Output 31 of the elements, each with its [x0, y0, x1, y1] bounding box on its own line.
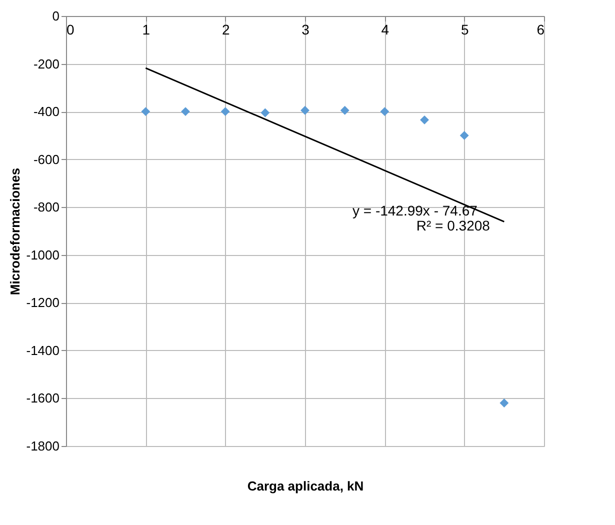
y-tick-label: -1400 [26, 342, 60, 358]
point [260, 108, 270, 118]
y-tick-label: -1000 [26, 247, 60, 262]
y-tick-label: -1600 [26, 390, 60, 406]
x-axis-title: Carga aplicada, kN [247, 478, 364, 494]
x-tick-label: 1 [142, 22, 150, 38]
y-tick-label: -400 [33, 104, 60, 120]
annotation: y = -142.99x - 74.67 [352, 202, 478, 219]
y-tick-label: 0 [52, 8, 60, 24]
point [300, 106, 310, 115]
x-tick-label: 5 [460, 22, 469, 38]
y-tick-label: -1800 [26, 438, 60, 454]
point [181, 107, 190, 116]
point [141, 107, 150, 116]
y-tick-label: -600 [33, 152, 60, 167]
y-tick-label: -200 [33, 56, 60, 72]
point [500, 398, 509, 408]
y-tick-label: -800 [33, 200, 60, 215]
point [380, 107, 390, 116]
x-tick-label: 6 [536, 22, 545, 38]
y-tick-label: -1200 [26, 295, 60, 310]
x-tick-label: 0 [66, 22, 74, 38]
y-axis-title: Microdeformaciones [7, 168, 22, 296]
point [460, 130, 469, 140]
point [340, 106, 350, 115]
annotation: R² = 0.3208 [416, 218, 490, 234]
x-tick-label: 3 [302, 22, 310, 38]
point [220, 107, 230, 116]
x-tick-label: 4 [381, 22, 390, 38]
x-tick-label: 2 [222, 22, 230, 38]
point [420, 115, 429, 124]
